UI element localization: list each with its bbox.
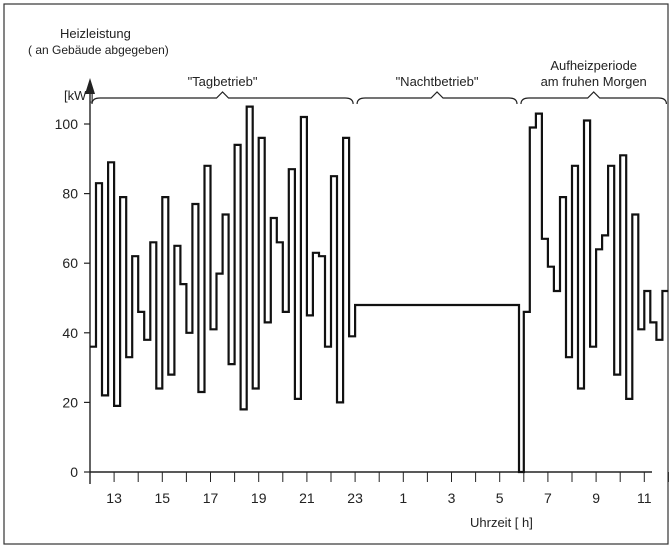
y-axis-label-line2: ( an Gebäude abgegeben): [28, 43, 169, 57]
y-tick-label: 20: [62, 394, 78, 410]
annotation-brace: [356, 91, 518, 105]
y-axis-arrow: [85, 78, 95, 94]
annotation-label: "Tagbetrieb": [188, 74, 258, 89]
x-tick-label: 5: [496, 490, 504, 506]
annotation-label: am fruhen Morgen: [541, 74, 647, 89]
x-tick-label: 3: [448, 490, 456, 506]
annotation-braces: "Tagbetrieb" "Nachtbetrieb" Aufheizperiode…: [91, 58, 667, 105]
x-tick-label: 11: [637, 490, 652, 506]
y-ticks: 0 20 40 60 80 100: [55, 116, 90, 480]
annotation-label: Aufheizperiode: [550, 58, 637, 73]
x-tick-label: 13: [106, 490, 122, 506]
axes: [85, 78, 652, 484]
y-tick-label: 40: [62, 325, 78, 341]
y-tick-label: 80: [62, 186, 78, 202]
x-tick-label: 19: [251, 490, 267, 506]
y-axis-label-line1: Heizleistung: [60, 26, 131, 41]
x-ticks: 13 15 17 19 21 23 1 3 5 7 9 11: [89, 472, 669, 506]
x-tick-label: 9: [592, 490, 600, 506]
x-tick-label: 23: [347, 490, 363, 506]
annotation-brace: [520, 91, 667, 105]
x-tick-label: 15: [155, 490, 171, 506]
frame-border: [3, 3, 669, 545]
y-tick-label: 60: [62, 255, 78, 271]
y-tick-label: 100: [55, 116, 79, 132]
annotation-label: "Nachtbetrieb": [396, 74, 479, 89]
x-tick-label: 1: [399, 490, 407, 506]
x-tick-label: 21: [299, 490, 315, 506]
x-axis-label: Uhrzeit [ h]: [470, 515, 533, 530]
y-tick-label: 0: [70, 464, 78, 480]
series-step-line: [90, 105, 669, 474]
x-tick-label: 17: [203, 490, 219, 506]
x-tick-label: 7: [544, 490, 552, 506]
annotation-brace: [91, 91, 354, 105]
